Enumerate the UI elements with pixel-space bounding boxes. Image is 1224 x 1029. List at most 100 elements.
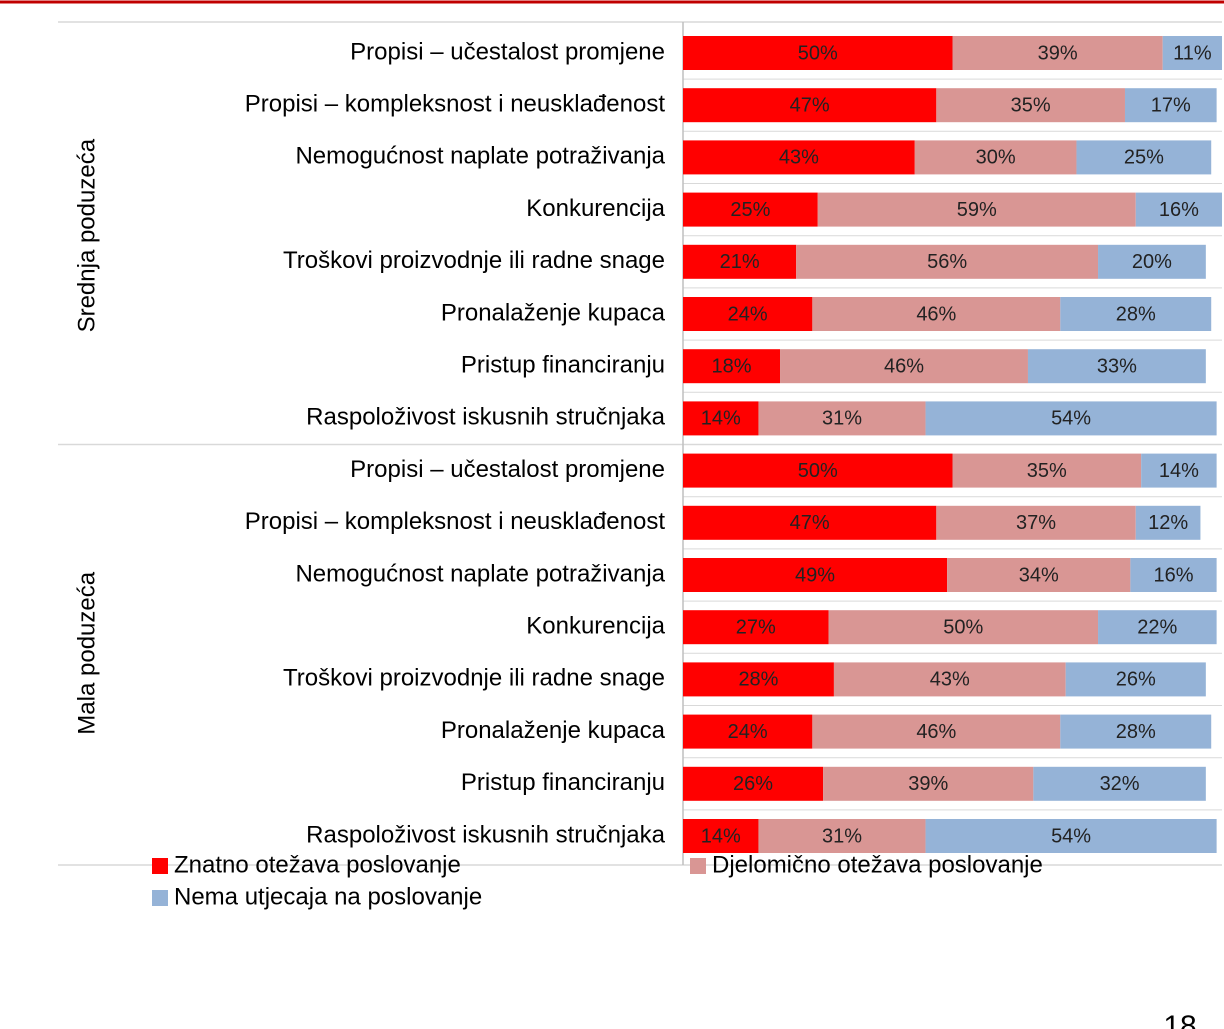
legend-swatch [690,858,706,874]
bar-segment [1135,505,1201,540]
bar-segment [683,349,781,384]
group-label: Srednja poduzeća [73,138,100,332]
bar-segment [683,714,813,749]
category-label: Pronalaženje kupaca [441,717,666,744]
category-label: Raspoloživost iskusnih stručnjaka [306,404,665,431]
category-label: Pristup financiranju [461,769,665,796]
category-label: Propisi – kompleksnost i neusklađenost [245,508,666,535]
value-label: 18% [711,355,751,377]
bar-segment [812,714,1061,749]
value-label: 37% [1016,512,1056,534]
value-label: 43% [779,147,819,169]
bar-segment [758,819,926,853]
value-label: 49% [795,564,835,586]
value-label: 28% [1116,721,1156,743]
bar-segment [1060,297,1212,331]
bar-segment [1135,192,1222,227]
category-label: Raspoloživost iskusnih stručnjaka [306,821,665,848]
bar-segment [936,88,1125,123]
bar-segment [1065,662,1206,697]
bar-segment [925,401,1217,436]
legend-label: Znatno otežava poslovanje [174,851,461,878]
bar-segment [683,558,948,592]
value-label: 46% [916,303,956,325]
value-label: 47% [790,94,830,116]
value-label: 24% [728,303,768,325]
legend-swatch [152,890,168,906]
value-label: 26% [1116,669,1156,691]
value-label: 27% [736,616,776,638]
value-label: 46% [916,721,956,743]
value-label: 14% [701,408,741,430]
bar-segment [683,453,953,488]
value-label: 50% [798,42,838,64]
bar-segment [758,401,926,436]
bar-segment [1141,453,1217,488]
bar-segment [952,36,1163,70]
value-label: 14% [1159,460,1199,482]
value-label: 28% [1116,303,1156,325]
bar-segment [817,192,1136,227]
bar-segment [833,662,1066,697]
value-label: 43% [930,669,970,691]
value-label: 46% [884,355,924,377]
value-label: 11% [1173,42,1212,64]
bar-segment [683,36,953,70]
bar-segment [823,766,1034,801]
value-label: 21% [720,251,760,273]
category-label: Troškovi proizvodnje ili radne snage [283,665,665,692]
value-label: 54% [1051,825,1091,847]
bar-segment [828,610,1099,645]
value-label: 50% [943,616,983,638]
category-label: Propisi – učestalost promjene [350,456,665,483]
bar-segment [1162,36,1222,70]
category-label: Propisi – kompleksnost i neusklađenost [245,91,666,118]
category-label: Nemogućnost naplate potraživanja [295,560,665,587]
bar-segment [683,819,759,853]
legend-label: Djelomično otežava poslovanje [712,851,1043,878]
value-label: 25% [1124,147,1164,169]
bar-segment [683,140,915,175]
bar-segment [683,662,834,697]
value-label: 32% [1100,773,1140,795]
value-label: 25% [730,199,770,221]
value-label: 31% [822,825,862,847]
bar-segment [796,244,1099,279]
value-label: 28% [738,669,778,691]
bar-segment [683,610,829,645]
bar-segment [683,297,813,331]
value-label: 20% [1132,251,1172,273]
value-label: 35% [1011,94,1051,116]
bar-segment [780,349,1028,384]
value-label: 33% [1097,355,1137,377]
bar-segment [1027,349,1206,384]
category-label: Konkurencija [526,613,665,640]
bar-segment [947,558,1131,592]
bar-segment [683,88,937,123]
page-number: 18 [1163,1010,1196,1029]
category-label: Konkurencija [526,195,665,222]
value-label: 59% [957,199,997,221]
bar-segment [1124,88,1217,123]
value-label: 12% [1148,512,1188,534]
category-label: Propisi – učestalost promjene [350,38,665,65]
bar-segment [952,453,1142,488]
legend-label: Nema utjecaja na poslovanje [174,883,482,910]
value-label: 24% [728,721,768,743]
bar-segment [925,819,1217,853]
bar-segment [1060,714,1212,749]
value-label: 47% [790,512,830,534]
bar-segment [683,766,824,801]
bar-segment [914,140,1077,175]
value-label: 35% [1027,460,1067,482]
value-label: 16% [1153,564,1193,586]
value-label: 17% [1151,94,1191,116]
value-label: 39% [908,773,948,795]
category-label: Pronalaženje kupaca [441,299,666,326]
value-label: 22% [1137,616,1177,638]
bar-segment [1098,610,1217,645]
bar-segment [1076,140,1212,175]
value-label: 14% [701,825,741,847]
bar-segment [683,192,818,227]
